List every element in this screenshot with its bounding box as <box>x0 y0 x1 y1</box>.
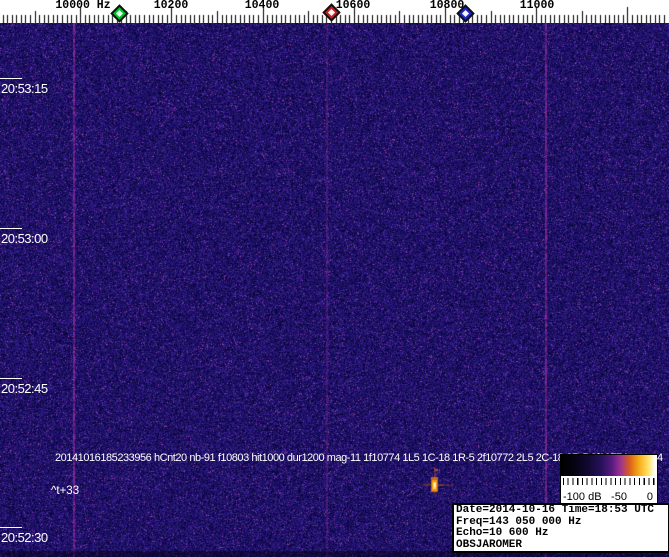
colorbar-min-label: -100 dB <box>563 491 602 503</box>
colorbar-mid-label: -50 <box>611 491 627 503</box>
time-tick <box>0 228 22 229</box>
freq-tick-label-10200: 10200 <box>153 0 189 12</box>
detection-annotation-tail: 4 <box>657 452 664 464</box>
frequency-ruler: 10000 Hz 10200 10400 10600 10800 11000 <box>0 0 669 23</box>
freq-tick-label-10000: 10000 Hz <box>55 0 111 12</box>
info-date-line: Date=2014-10-16 Time=18:53 UTC <box>456 504 655 516</box>
info-box: Date=2014-10-16 Time=18:53 UTC Freq=143 … <box>452 503 669 553</box>
freq-tick-label-10400: 10400 <box>244 0 280 12</box>
colorbar-ticks <box>563 478 655 485</box>
time-label-205315: 20:53:15 <box>1 81 48 96</box>
time-tick <box>0 527 22 528</box>
colorbar-max-label: 0 <box>646 491 653 503</box>
cursor-time-label: ^t+33 <box>51 485 80 497</box>
time-label-205245: 20:52:45 <box>1 381 48 396</box>
freq-tick-label-10600: 10600 <box>335 0 371 12</box>
info-freq-line: Freq=143 050 000 Hz <box>456 515 582 528</box>
info-station-line: OBSJAROMER <box>456 538 523 551</box>
freq-tick-label-10800: 10800 <box>429 0 465 12</box>
time-tick <box>0 378 22 379</box>
colorbar-gradient <box>561 455 657 476</box>
detection-annotation: 20141016185233956 hCnt20 nb-91 f10803 hi… <box>55 452 628 464</box>
time-label-205230: 20:52:30 <box>1 530 48 545</box>
colorbar-labels: -100 dB -50 0 <box>561 489 657 504</box>
info-echo-line: Echo=10 600 Hz <box>456 527 549 539</box>
time-tick <box>0 78 22 79</box>
time-label-205300: 20:53:00 <box>1 231 48 246</box>
db-colorbar: -100 dB -50 0 <box>560 454 658 505</box>
freq-tick-label-11000: 11000 <box>519 0 555 12</box>
spectrogram-canvas <box>0 23 669 557</box>
